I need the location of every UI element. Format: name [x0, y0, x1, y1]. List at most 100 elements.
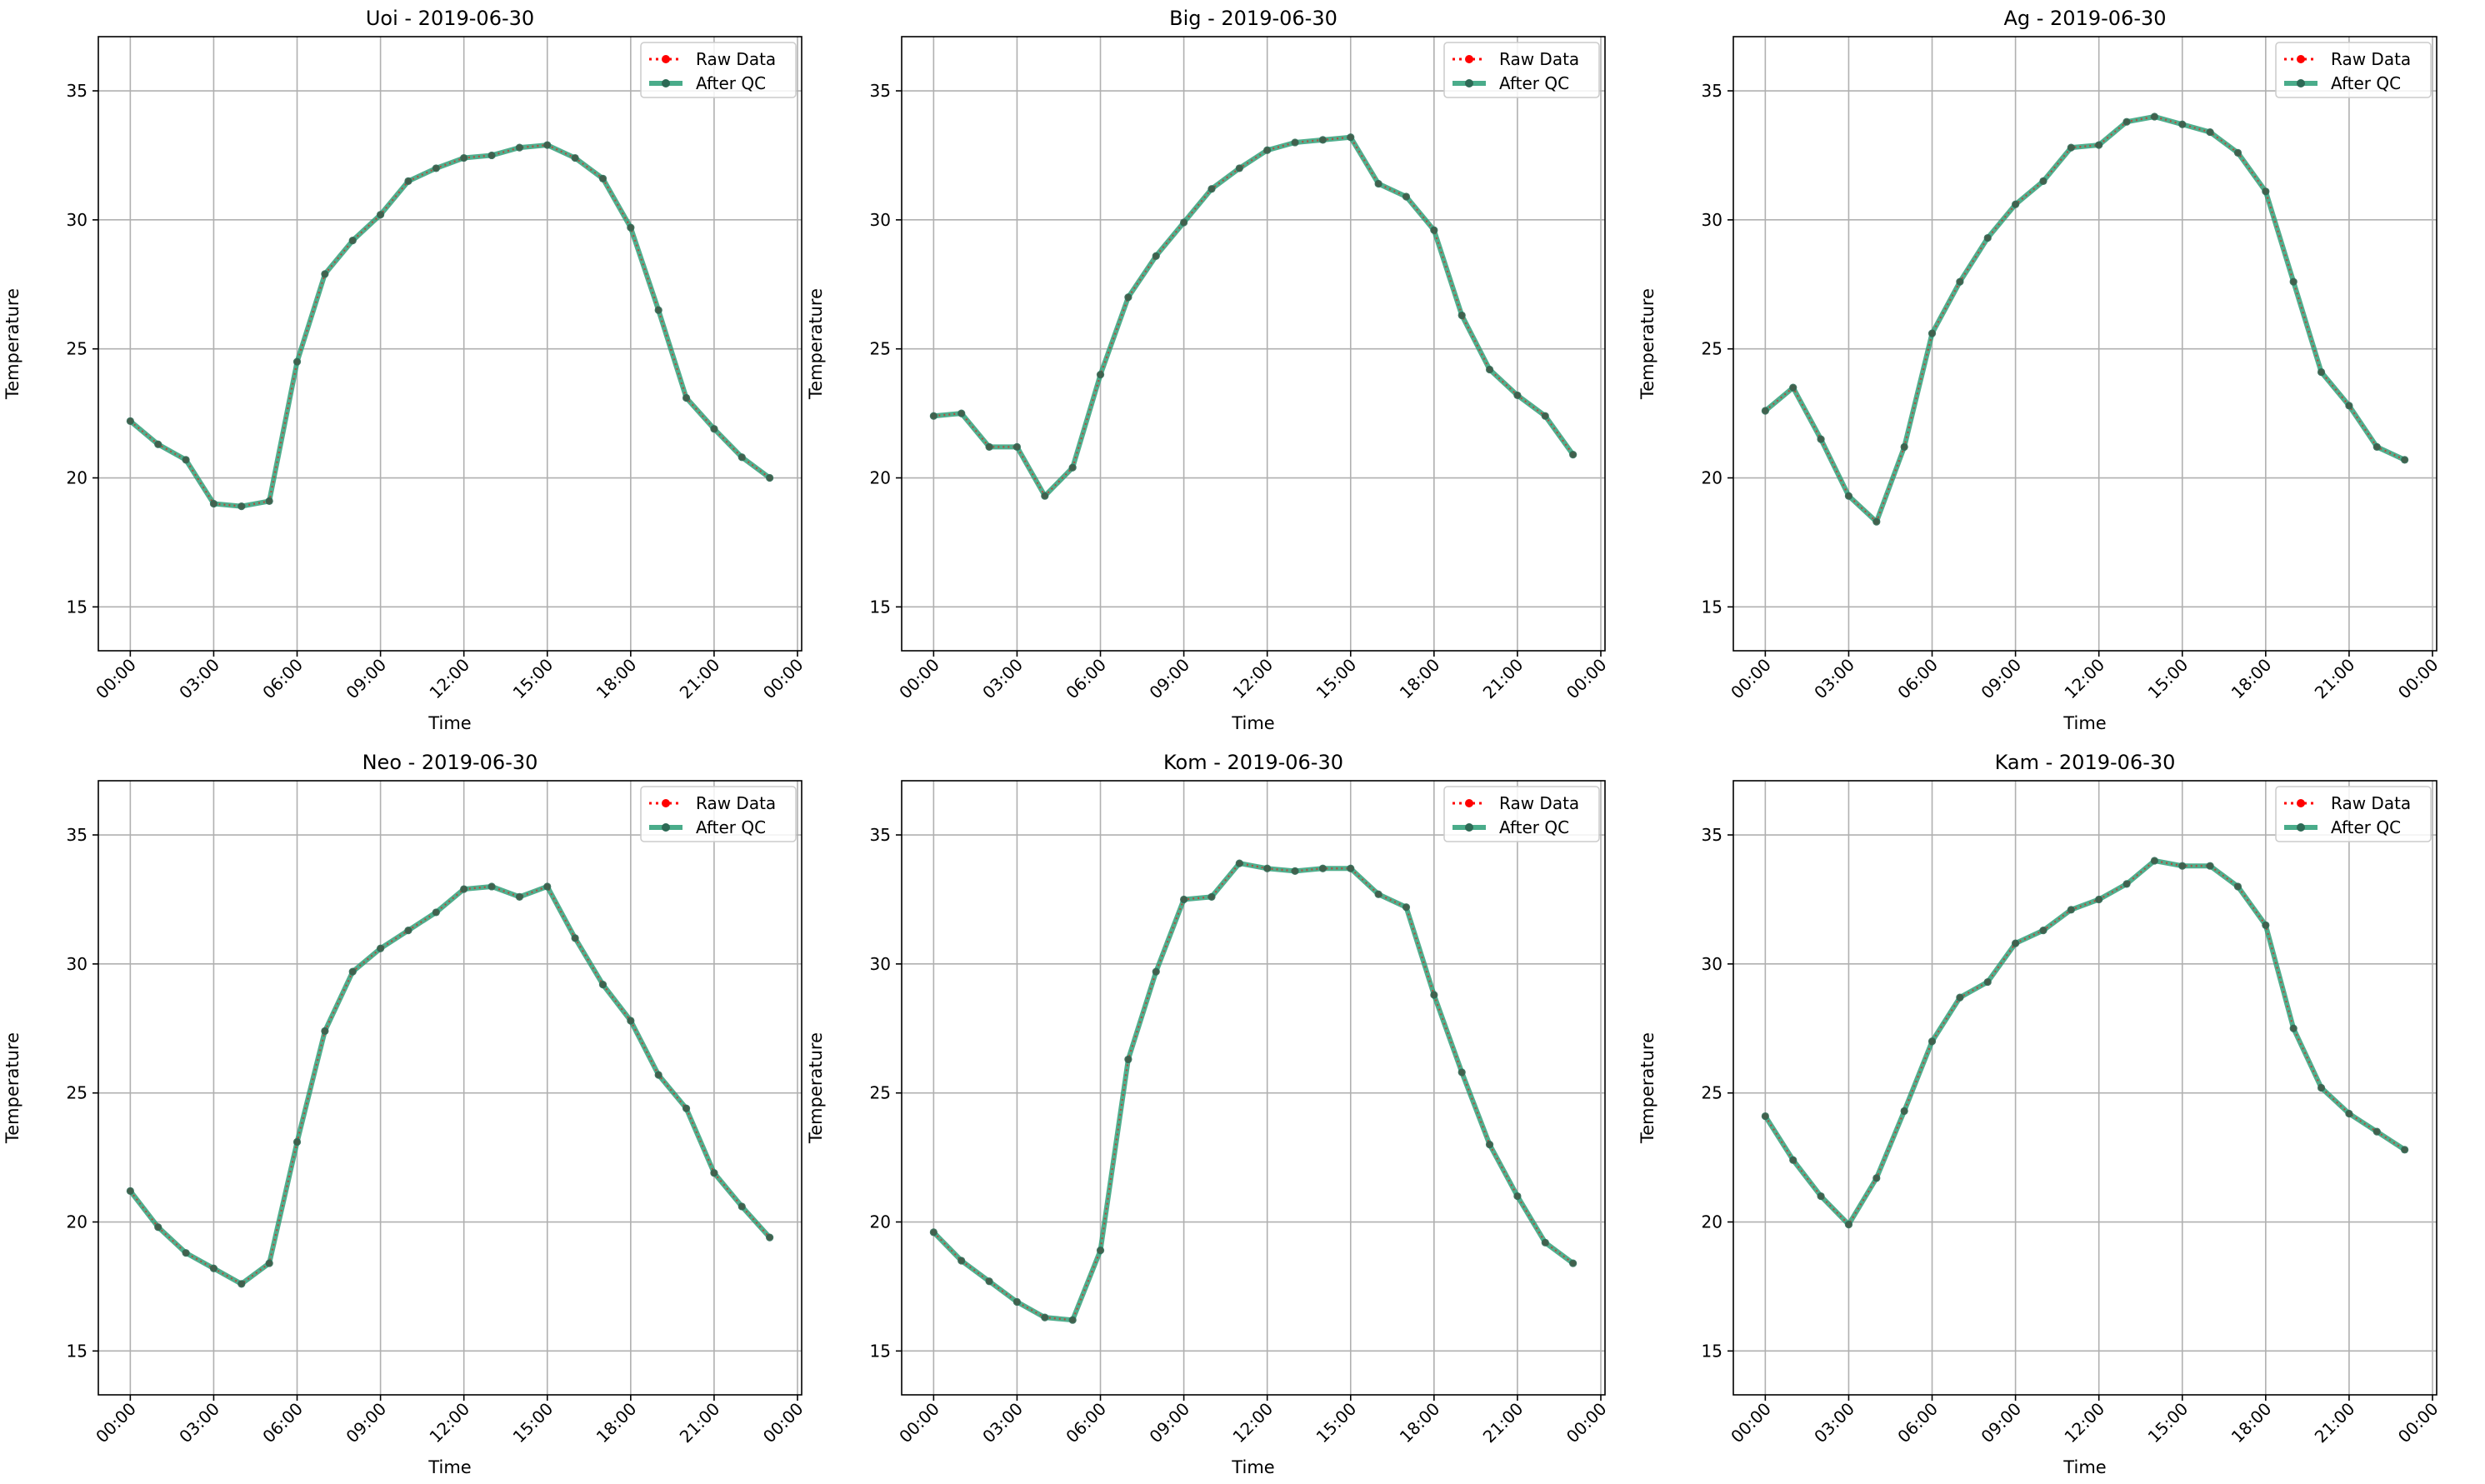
legend-qc-marker — [1465, 823, 1473, 832]
after-qc-point — [766, 1233, 774, 1242]
after-qc-point — [598, 981, 608, 989]
legend: Raw Data After QC — [1443, 42, 1600, 98]
after-qc-point — [488, 151, 496, 160]
legend: Raw Data After QC — [640, 42, 797, 98]
after-qc-point — [265, 1259, 273, 1267]
after-qc-point — [1900, 1107, 1908, 1115]
after-qc-point — [1096, 1246, 1105, 1255]
legend-qc-label: After QC — [1499, 817, 1569, 837]
after-qc-point — [1374, 890, 1382, 898]
legend-raw-marker — [1465, 799, 1473, 807]
chart-title: Uoi - 2019-06-30 — [366, 7, 534, 30]
x-tick-label: 00:00 — [1562, 655, 1611, 703]
y-axis-label: Temperature — [806, 1032, 826, 1144]
x-axis-label: Time — [2062, 1457, 2106, 1477]
legend-raw-marker — [2297, 55, 2305, 63]
series-after-qc-line — [932, 861, 1575, 1323]
after-qc-point — [404, 177, 412, 186]
after-qc-point — [682, 393, 691, 402]
after-qc-point — [292, 1137, 302, 1147]
after-qc-point — [404, 927, 412, 935]
after-qc-point — [710, 425, 718, 433]
y-tick-label: 35 — [67, 81, 88, 101]
after-qc-point — [1761, 1112, 1769, 1121]
after-qc-point — [292, 357, 302, 366]
after-qc-point — [2233, 882, 2242, 891]
x-tick-label: 12:00 — [425, 655, 473, 703]
x-tick-label: 09:00 — [342, 655, 390, 703]
y-tick-label: 20 — [67, 468, 88, 488]
x-tick-label: 21:00 — [2311, 1399, 2359, 1447]
after-qc-point — [1180, 218, 1188, 227]
series-raw-line — [1764, 859, 2406, 1227]
after-qc-point — [2372, 1127, 2381, 1136]
after-qc-point — [1458, 1068, 1466, 1077]
legend-qc-marker — [662, 79, 670, 87]
y-tick-label: 15 — [870, 597, 891, 617]
after-qc-point — [2401, 1146, 2409, 1154]
y-tick-label: 35 — [1702, 825, 1722, 845]
after-qc-point — [1402, 192, 1411, 201]
x-axis-label: Time — [428, 1457, 471, 1477]
after-qc-point — [2012, 200, 2020, 208]
x-tick-label: 06:00 — [258, 655, 307, 703]
after-qc-point — [1041, 1313, 1049, 1322]
after-qc-point — [2012, 939, 2020, 947]
y-tick-label: 15 — [1702, 597, 1722, 617]
series-after-qc-line — [128, 142, 772, 509]
after-qc-point — [1817, 1192, 1825, 1201]
after-qc-point — [488, 882, 496, 891]
x-tick-label: 09:00 — [342, 1399, 390, 1447]
after-qc-point — [1318, 136, 1327, 144]
y-tick-label: 25 — [67, 339, 88, 359]
after-qc-point — [1180, 895, 1188, 904]
x-tick-label: 21:00 — [676, 1399, 724, 1447]
after-qc-point — [627, 1017, 635, 1025]
x-tick-label: 03:00 — [1810, 655, 1858, 703]
after-qc-point — [1485, 365, 1494, 374]
after-qc-point — [1430, 991, 1438, 999]
series-raw-line — [129, 885, 771, 1286]
after-qc-point — [2067, 906, 2075, 914]
after-qc-point — [460, 885, 468, 893]
after-qc-point — [1872, 1174, 1881, 1182]
y-tick-label: 30 — [67, 954, 88, 974]
after-qc-point — [1513, 1192, 1522, 1201]
x-tick-label: 06:00 — [1893, 655, 1942, 703]
after-qc-point — [929, 1228, 938, 1237]
y-tick-label: 25 — [870, 339, 891, 359]
after-qc-point — [1956, 277, 1964, 286]
after-qc-point — [1263, 864, 1272, 872]
chart-panel-3: 15 20 25 30 35 00:00 03:00 06:00 09:00 12:00 15:00… — [2, 751, 808, 1477]
after-qc-point — [766, 473, 774, 482]
y-tick-label: 15 — [67, 597, 88, 617]
x-tick-label: 12:00 — [2060, 655, 2108, 703]
after-qc-point — [1928, 329, 1937, 337]
after-qc-point — [1872, 517, 1881, 526]
y-tick-label: 20 — [1702, 468, 1722, 488]
x-axis-label: Time — [2062, 713, 2106, 733]
series-after-qc-line — [933, 134, 1576, 499]
after-qc-point — [1983, 233, 1992, 242]
chart-title: Kam - 2019-06-30 — [1995, 751, 2176, 774]
after-qc-point — [2372, 442, 2381, 451]
x-axis-label: Time — [1231, 1457, 1274, 1477]
after-qc-point — [1402, 903, 1411, 912]
series-raw-line — [933, 136, 1574, 498]
after-qc-point — [154, 1223, 162, 1232]
after-qc-point — [1789, 383, 1798, 392]
y-tick-label: 15 — [1702, 1341, 1722, 1361]
legend-raw-label: Raw Data — [2331, 49, 2411, 69]
y-tick-label: 25 — [1702, 339, 1722, 359]
after-qc-point — [348, 237, 357, 245]
x-tick-label: 00:00 — [2394, 1399, 2442, 1447]
after-qc-point — [2150, 857, 2158, 865]
after-qc-point — [1844, 492, 1853, 500]
axes-frame — [1732, 780, 2438, 1396]
x-tick-label: 06:00 — [1062, 655, 1110, 703]
x-tick-label: 06:00 — [1893, 1399, 1942, 1447]
after-qc-point — [515, 143, 523, 152]
y-tick-label: 15 — [67, 1341, 88, 1361]
after-qc-point — [2262, 921, 2270, 930]
after-qc-point — [321, 270, 329, 278]
